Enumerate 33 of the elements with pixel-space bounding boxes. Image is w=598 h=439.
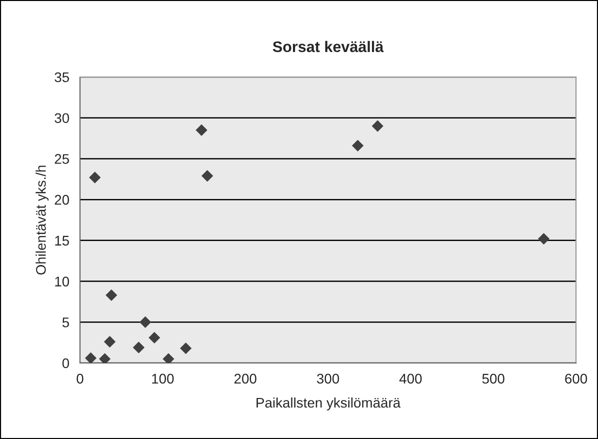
y-tick-label: 0 xyxy=(62,358,70,368)
point xyxy=(372,120,384,132)
point xyxy=(106,289,118,301)
point xyxy=(85,352,96,363)
x-tick-label: 500 xyxy=(482,374,504,384)
y-tick-label: 25 xyxy=(54,154,70,164)
x-tick-label: 100 xyxy=(152,374,174,384)
x-tick-label: 300 xyxy=(316,374,340,384)
point xyxy=(104,336,116,348)
y-tick-label: 15 xyxy=(55,236,70,246)
y-tick-label: 10 xyxy=(55,276,70,286)
point xyxy=(99,353,110,363)
point xyxy=(538,233,550,244)
y-tick-label: 35 xyxy=(54,72,70,82)
point xyxy=(162,353,174,363)
x-tick-label: 400 xyxy=(399,374,422,384)
point xyxy=(140,316,151,328)
point xyxy=(196,124,208,136)
y-tick-label: 5 xyxy=(62,318,69,328)
x-tick-label: 0 xyxy=(76,374,84,384)
point xyxy=(352,140,364,152)
point xyxy=(148,332,160,344)
x-tick-label: 600 xyxy=(565,374,588,384)
point xyxy=(133,342,144,354)
y-tick-label: 30 xyxy=(54,113,70,124)
point xyxy=(202,170,213,182)
chart-title: Sorsat keväällä xyxy=(272,40,384,52)
y-tick-label: 20 xyxy=(54,194,70,205)
x-axis-title: Paikallsten yksilömäärä xyxy=(256,397,401,410)
point xyxy=(89,172,101,184)
x-tick-label: 200 xyxy=(234,374,256,384)
y-axis-title: Ohilentävät yks./h xyxy=(36,166,49,275)
point xyxy=(180,342,192,354)
